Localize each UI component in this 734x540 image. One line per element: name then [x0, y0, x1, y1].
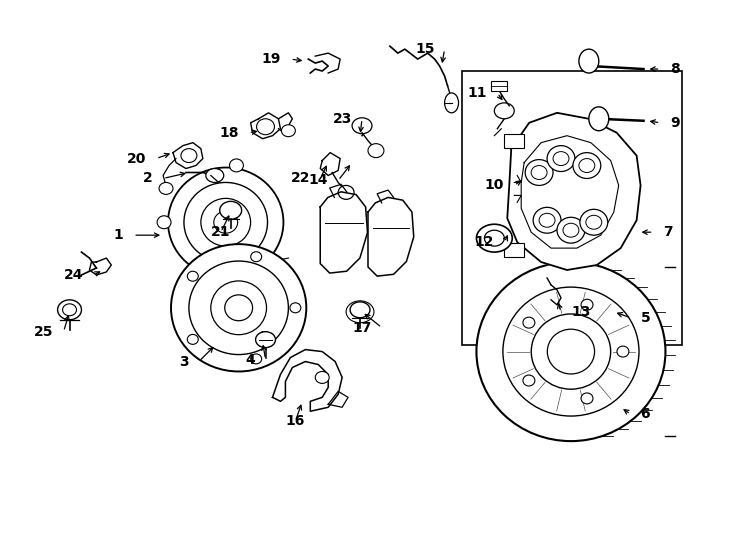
Polygon shape: [173, 143, 203, 168]
Ellipse shape: [484, 230, 504, 246]
Ellipse shape: [346, 301, 374, 323]
Ellipse shape: [617, 346, 629, 357]
Polygon shape: [507, 113, 641, 270]
Text: 19: 19: [261, 52, 280, 66]
Ellipse shape: [251, 252, 261, 262]
Ellipse shape: [580, 210, 608, 235]
Ellipse shape: [573, 153, 601, 179]
Text: 17: 17: [352, 321, 372, 335]
Ellipse shape: [255, 332, 275, 348]
Ellipse shape: [187, 271, 198, 281]
Text: 23: 23: [333, 112, 352, 126]
Text: 18: 18: [219, 126, 239, 140]
Ellipse shape: [526, 160, 553, 185]
Ellipse shape: [581, 299, 593, 310]
Ellipse shape: [168, 167, 283, 277]
Ellipse shape: [206, 168, 224, 183]
Ellipse shape: [589, 107, 608, 131]
Ellipse shape: [539, 213, 555, 227]
Ellipse shape: [159, 183, 173, 194]
Ellipse shape: [187, 334, 198, 345]
Ellipse shape: [62, 304, 76, 316]
Ellipse shape: [181, 148, 197, 163]
Text: 15: 15: [415, 42, 435, 56]
Ellipse shape: [548, 329, 595, 374]
Text: 11: 11: [468, 86, 487, 100]
Ellipse shape: [57, 300, 81, 320]
Polygon shape: [90, 258, 112, 275]
Ellipse shape: [368, 144, 384, 158]
Ellipse shape: [201, 198, 250, 246]
Ellipse shape: [547, 146, 575, 172]
Text: 25: 25: [34, 325, 54, 339]
Ellipse shape: [171, 244, 306, 372]
Text: 13: 13: [571, 305, 590, 319]
Text: 9: 9: [670, 116, 680, 130]
Ellipse shape: [157, 216, 171, 229]
Ellipse shape: [281, 125, 295, 137]
Ellipse shape: [553, 152, 569, 166]
Ellipse shape: [476, 262, 666, 441]
Bar: [504, 134, 524, 147]
Ellipse shape: [225, 295, 252, 321]
Ellipse shape: [557, 217, 585, 243]
Polygon shape: [250, 113, 280, 139]
Ellipse shape: [230, 159, 244, 172]
Ellipse shape: [257, 119, 275, 134]
Ellipse shape: [579, 49, 599, 73]
Ellipse shape: [189, 261, 288, 355]
Ellipse shape: [208, 273, 222, 286]
Ellipse shape: [531, 314, 611, 389]
Polygon shape: [272, 349, 342, 411]
Ellipse shape: [219, 201, 241, 219]
Ellipse shape: [214, 211, 238, 233]
Ellipse shape: [352, 118, 372, 134]
Text: 8: 8: [670, 62, 680, 76]
Text: 3: 3: [179, 355, 189, 368]
Text: 1: 1: [114, 228, 123, 242]
Ellipse shape: [581, 393, 593, 404]
Bar: [491, 81, 507, 91]
Ellipse shape: [579, 159, 595, 172]
Ellipse shape: [523, 317, 535, 328]
Polygon shape: [368, 198, 414, 276]
Ellipse shape: [476, 224, 512, 252]
Ellipse shape: [184, 183, 267, 262]
Text: 24: 24: [64, 268, 84, 282]
Ellipse shape: [290, 303, 301, 313]
Text: 5: 5: [641, 310, 650, 325]
Bar: [462, 71, 683, 345]
Text: 12: 12: [475, 235, 494, 249]
Text: 4: 4: [246, 353, 255, 367]
Text: 20: 20: [127, 152, 146, 166]
Ellipse shape: [586, 215, 602, 229]
Ellipse shape: [533, 207, 561, 233]
Polygon shape: [320, 192, 368, 273]
Text: 6: 6: [641, 407, 650, 421]
Text: 10: 10: [485, 178, 504, 192]
Ellipse shape: [503, 287, 639, 416]
Ellipse shape: [316, 372, 329, 383]
Ellipse shape: [563, 223, 579, 237]
Text: 7: 7: [664, 225, 673, 239]
Text: 21: 21: [211, 225, 230, 239]
Ellipse shape: [338, 185, 354, 199]
Bar: [504, 243, 524, 257]
Text: 14: 14: [309, 173, 328, 187]
Text: 16: 16: [286, 414, 305, 428]
Ellipse shape: [531, 166, 547, 179]
Ellipse shape: [494, 103, 515, 119]
Ellipse shape: [251, 354, 261, 364]
Ellipse shape: [211, 281, 266, 335]
Ellipse shape: [445, 93, 459, 113]
Text: 2: 2: [143, 172, 153, 185]
Ellipse shape: [523, 375, 535, 386]
Polygon shape: [320, 153, 340, 176]
Ellipse shape: [350, 302, 370, 318]
Text: 22: 22: [291, 172, 310, 185]
